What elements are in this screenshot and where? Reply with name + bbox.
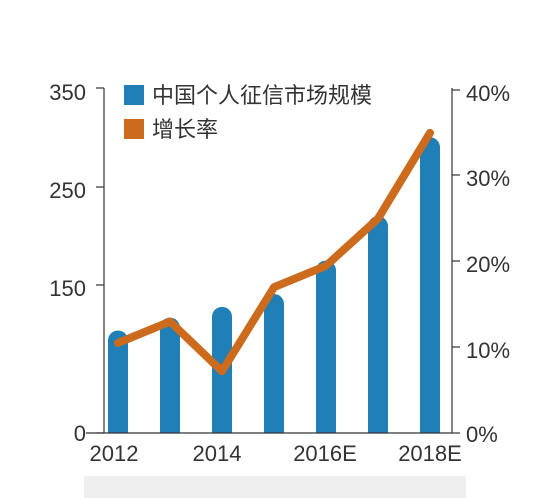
footer-caption-box [84,476,466,498]
bar-series [108,137,440,434]
right-tick-label: 0% [466,422,498,447]
bar [368,216,388,433]
combo-chart: 350 250 150 0 40% 30% 20% 10% 0% 2012 20… [49,80,510,466]
left-tick-label: 350 [49,80,86,105]
right-tick-label: 10% [466,338,510,363]
x-axis: 2012 2014 2016E 2018E [90,441,462,466]
right-tick-label: 20% [466,252,510,277]
legend: 中国个人征信市场规模 增长率 [124,84,372,143]
legend-label-bar: 中国个人征信市场规模 [152,84,372,109]
legend-label-line: 增长率 [152,118,218,143]
bar [160,317,180,433]
left-axis: 350 250 150 0 [49,80,105,446]
line-series [114,128,434,376]
legend-swatch-bar [124,85,144,105]
right-axis: 40% 30% 20% 10% 0% [451,81,510,447]
x-tick-label: 2014 [193,441,242,466]
right-tick-label: 30% [466,166,510,191]
x-tick-label: 2018E [398,441,462,466]
x-tick-label: 2016E [293,441,357,466]
left-tick-label: 150 [49,276,86,301]
x-tick-label: 2012 [90,441,139,466]
bar [108,330,128,433]
left-tick-label: 0 [74,421,86,446]
left-tick-label: 250 [49,178,86,203]
legend-swatch-line [124,119,144,139]
right-tick-label: 40% [466,81,510,106]
bar [264,294,284,433]
bar [316,260,336,433]
bar [420,137,440,434]
